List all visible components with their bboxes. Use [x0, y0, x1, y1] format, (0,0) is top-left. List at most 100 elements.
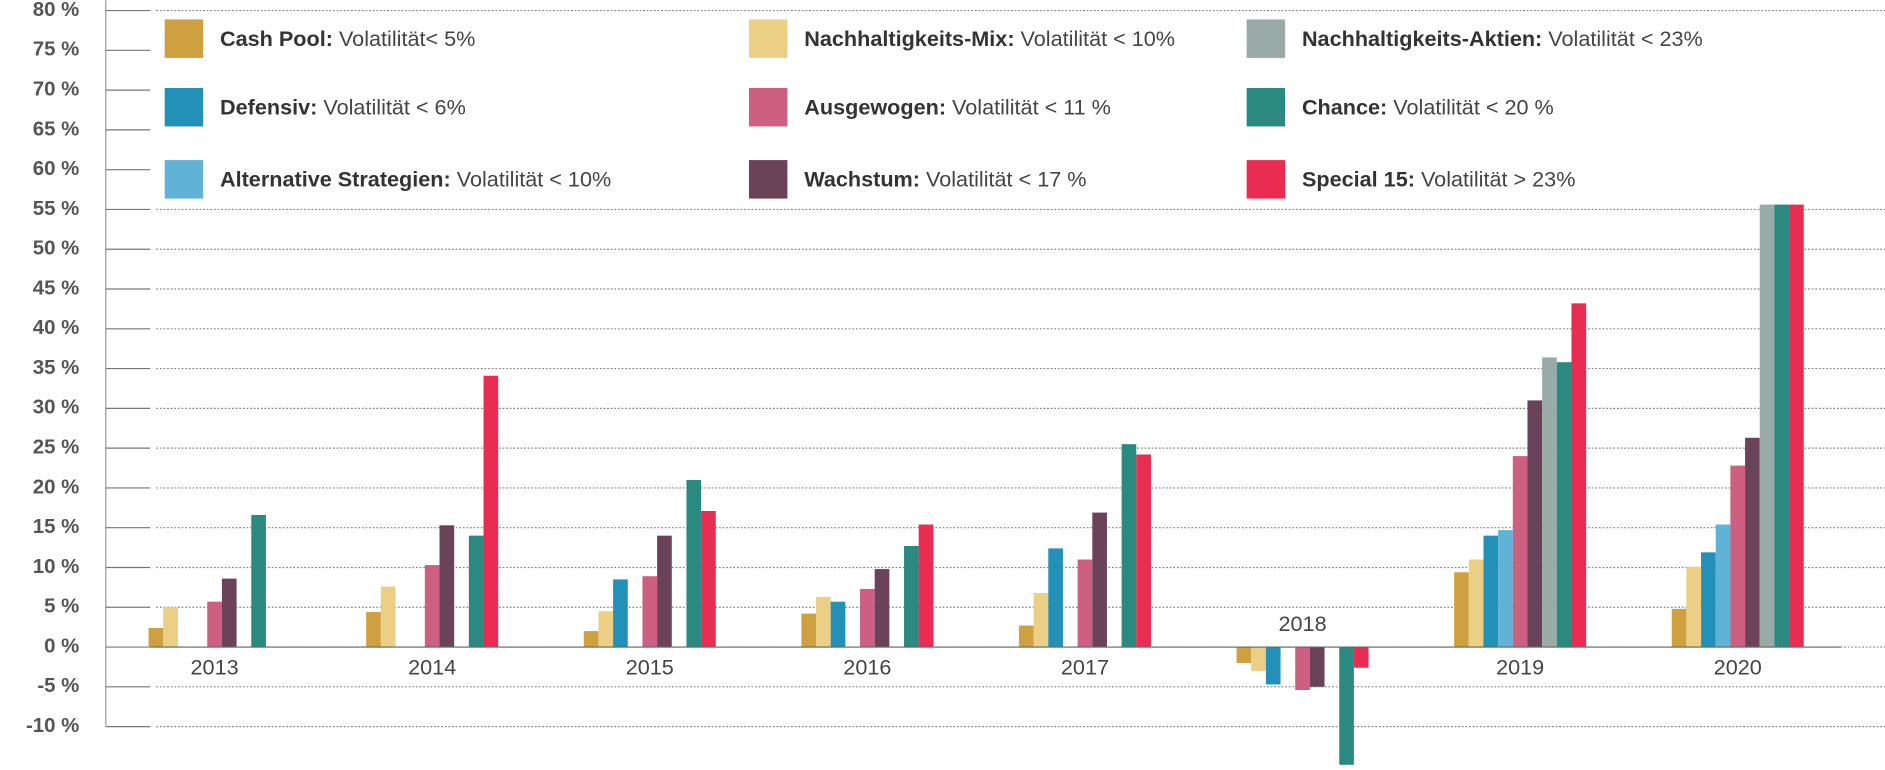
- y-tick-label: 30 %: [33, 397, 80, 419]
- bar: [1686, 566, 1702, 648]
- bar: [1512, 456, 1528, 648]
- y-tick-label: 65 %: [33, 118, 80, 140]
- legend-desc: Volatilität < 20 %: [1393, 94, 1554, 119]
- bar: [1759, 195, 1775, 648]
- legend-desc: Volatilität < 6%: [323, 94, 465, 119]
- bar: [686, 479, 702, 648]
- legend-label: Alternative Strategien: Volatilität < 10%: [220, 166, 611, 191]
- bar: [1309, 647, 1325, 687]
- bar: [904, 545, 919, 648]
- y-tick-label: 20 %: [33, 476, 80, 498]
- bar: [598, 611, 614, 648]
- bar: [380, 586, 396, 648]
- bar: [1542, 357, 1557, 648]
- legend-swatch: [164, 160, 204, 199]
- bar: [1468, 559, 1484, 648]
- bar: [163, 607, 178, 648]
- bar: [1715, 524, 1731, 648]
- legend: Cash Pool: Volatilität< 5% Nachhaltigkeits…: [156, 15, 1885, 205]
- bar: [424, 565, 440, 648]
- bar: [613, 579, 628, 648]
- legend-name: Nachhaltigkeits-Mix:: [804, 26, 1014, 51]
- legend-background: [156, 15, 1885, 205]
- legend-name: Wachstum:: [804, 166, 920, 191]
- legend-swatch: [1246, 19, 1286, 58]
- x-tick-label: 2015: [626, 654, 674, 679]
- legend-swatch: [1246, 160, 1286, 199]
- legend-name: Defensiv:: [220, 94, 317, 119]
- x-tick-label: 2013: [191, 654, 239, 679]
- bar: [1136, 454, 1151, 648]
- legend-label: Nachhaltigkeits-Mix: Volatilität < 10%: [804, 26, 1175, 51]
- bar: [1556, 362, 1572, 648]
- legend-label: Ausgewogen: Volatilität < 11 %: [804, 94, 1111, 119]
- bar: [1498, 530, 1513, 648]
- legend-label: Chance: Volatilität < 20 %: [1302, 94, 1554, 119]
- bar: [860, 588, 875, 648]
- bar: [1077, 559, 1093, 648]
- legend-swatch: [164, 19, 204, 58]
- bar: [1745, 437, 1760, 648]
- y-tick-label: 80 %: [33, 0, 80, 21]
- bar: [1018, 625, 1034, 648]
- legend-swatch: [748, 160, 788, 199]
- legend-desc: Volatilität < 10%: [1021, 26, 1175, 51]
- bar: [1033, 592, 1049, 648]
- bar: [816, 596, 831, 648]
- bar: [1774, 195, 1790, 648]
- y-tick-label: 10 %: [33, 556, 80, 578]
- legend-swatch: [748, 87, 788, 127]
- bar: [468, 535, 484, 648]
- y-tick-label: 40 %: [33, 317, 80, 339]
- legend-swatch: [164, 87, 204, 127]
- legend-name: Cash Pool:: [220, 26, 333, 51]
- legend-desc: Volatilität < 17 %: [926, 166, 1087, 191]
- bar: [1265, 647, 1281, 685]
- legend-label: Special 15: Volatilität > 23%: [1302, 166, 1575, 191]
- legend-label: Defensiv: Volatilität < 6%: [220, 94, 466, 119]
- y-tick-label: -5 %: [37, 675, 79, 697]
- y-tick-label: 0 %: [44, 635, 79, 657]
- legend-name: Special 15:: [1302, 166, 1415, 191]
- bar: [583, 631, 599, 648]
- legend-swatch: [748, 19, 788, 58]
- bar: [1295, 647, 1310, 691]
- bar: [1353, 647, 1369, 668]
- x-tick-label: 2020: [1714, 654, 1762, 679]
- bar: [918, 524, 934, 648]
- bar: [1339, 647, 1354, 765]
- bar: [1048, 548, 1063, 648]
- bar: [1671, 608, 1687, 648]
- bar: [1483, 535, 1499, 648]
- bar: [221, 578, 237, 648]
- y-tick-label: 45 %: [33, 277, 80, 299]
- bar: [874, 569, 890, 648]
- bar: [1251, 647, 1266, 671]
- legend-label: Nachhaltigkeits-Aktien: Volatilität < 23%: [1302, 26, 1703, 51]
- legend-label: Cash Pool: Volatilität< 5%: [220, 26, 475, 51]
- bar: [1701, 552, 1716, 648]
- x-tick-label: 2016: [843, 654, 891, 679]
- y-tick-label: 50 %: [33, 238, 80, 260]
- bar: [801, 613, 817, 648]
- y-tick-label: 5 %: [44, 596, 79, 618]
- bar: [1092, 512, 1107, 648]
- legend-desc: Volatilität < 23%: [1548, 26, 1702, 51]
- y-tick-label: 15 %: [33, 516, 80, 538]
- y-tick-label: 75 %: [33, 39, 80, 61]
- bar: [207, 601, 222, 648]
- y-tick-label: -10 %: [26, 715, 79, 737]
- legend-desc: Volatilität< 5%: [339, 26, 475, 51]
- y-tick-label: 70 %: [33, 79, 80, 101]
- legend-desc: Volatilität < 11 %: [952, 94, 1111, 119]
- bars: 2013 2014 2015 2016 2017 2018 2019 2020: [148, 44, 1841, 765]
- legend-name: Alternative Strategien:: [220, 166, 451, 191]
- bar: [439, 525, 455, 648]
- legend-name: Ausgewogen:: [804, 94, 946, 119]
- bar: [1730, 465, 1746, 648]
- legend-name: Chance:: [1302, 94, 1387, 119]
- legend-label: Wachstum: Volatilität < 17 %: [804, 166, 1086, 191]
- bar: [1527, 400, 1543, 648]
- bar: [366, 612, 381, 648]
